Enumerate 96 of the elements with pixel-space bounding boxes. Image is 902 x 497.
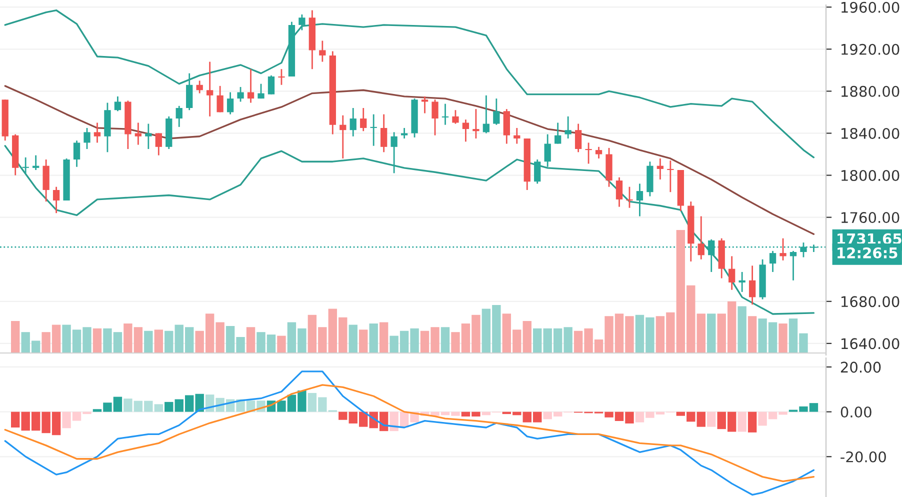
bar — [348, 324, 358, 353]
candlestick — [145, 123, 152, 150]
candlestick — [370, 114, 377, 147]
bar — [707, 412, 716, 427]
candlestick — [114, 96, 122, 112]
bar — [707, 314, 716, 353]
bar — [92, 328, 102, 353]
bar — [338, 412, 348, 420]
bar — [379, 322, 388, 353]
candlestick — [278, 68, 285, 86]
bar — [778, 323, 788, 353]
bar — [748, 412, 757, 432]
candlestick — [626, 186, 633, 209]
bar — [277, 336, 286, 353]
candlestick — [216, 85, 224, 113]
line-series — [4, 370, 815, 496]
candlestick — [595, 146, 602, 160]
bar — [738, 412, 746, 432]
candlestick — [452, 109, 459, 124]
bar — [164, 330, 174, 353]
y-tick-label: 1960.00 — [841, 2, 900, 13]
bar — [369, 323, 378, 353]
line-series — [4, 9, 815, 158]
bar — [522, 321, 532, 353]
candlestick — [514, 127, 520, 144]
y-tick-label: 1760.00 — [841, 212, 900, 224]
candlestick — [52, 186, 60, 214]
candlestick — [636, 182, 644, 217]
candlestick — [84, 127, 90, 150]
bar — [738, 306, 746, 353]
candlestick — [176, 105, 182, 128]
candlestick — [196, 80, 203, 94]
y-tick-label: 1880.00 — [841, 86, 900, 97]
candlestick — [421, 96, 428, 114]
candlestick — [780, 238, 786, 262]
candlestick — [32, 154, 40, 171]
bar — [748, 316, 757, 353]
bar — [440, 327, 450, 353]
candlestick — [360, 107, 367, 132]
candlestick — [400, 127, 408, 140]
candlestick — [472, 108, 480, 140]
candlestick — [94, 122, 101, 144]
bar — [359, 330, 368, 353]
candlestick — [698, 216, 704, 260]
candlestick — [247, 68, 254, 104]
candlestick — [258, 83, 264, 100]
candlestick — [350, 107, 356, 138]
candlestick — [134, 122, 142, 146]
line-series — [4, 85, 815, 235]
y-tick-label: -20.00 — [840, 451, 886, 462]
bar — [144, 330, 153, 353]
bar — [696, 412, 706, 427]
bar — [154, 330, 163, 353]
text: 12:26:5 — [838, 247, 898, 258]
bar — [164, 402, 174, 412]
candlestick — [186, 72, 193, 111]
candlestick — [237, 86, 244, 102]
candlestick — [155, 132, 162, 156]
candlestick — [432, 98, 438, 136]
candlestick — [493, 98, 500, 126]
candlestick — [462, 118, 470, 142]
candlestick — [790, 250, 797, 282]
candlestick — [482, 94, 490, 134]
candlestick — [319, 40, 326, 62]
candlestick — [442, 103, 449, 126]
y-tick-label: 1640.00 — [841, 338, 900, 350]
candlestick — [574, 123, 582, 153]
candlestick — [380, 114, 388, 153]
bar — [246, 327, 256, 353]
candlestick — [616, 176, 623, 208]
candlestick — [564, 116, 572, 140]
candlestick — [728, 256, 736, 291]
candlestick — [73, 140, 80, 168]
candlestick — [769, 250, 776, 273]
bar — [11, 321, 20, 353]
candlestick — [340, 114, 346, 160]
candlestick — [585, 142, 592, 164]
y-tick-label: 0.00 — [840, 406, 872, 418]
candlestick — [22, 156, 29, 174]
candlestick — [226, 92, 234, 116]
bar — [696, 314, 706, 353]
candlestick — [534, 158, 541, 184]
y-tick-label: 1840.00 — [841, 128, 900, 139]
line-series — [4, 384, 815, 482]
candlestick — [268, 74, 275, 96]
candlestick — [656, 158, 664, 180]
y-tick-label: 1920.00 — [841, 44, 900, 55]
y-tick-label: 20.00 — [840, 362, 881, 373]
candlestick — [667, 160, 674, 193]
y-tick-label: 1800.00 — [841, 170, 900, 182]
candlestick — [206, 61, 214, 118]
candlestick — [298, 14, 306, 31]
candlestick — [738, 271, 746, 293]
y-tick-label: 1680.00 — [841, 296, 900, 308]
candlestick — [748, 264, 756, 306]
candlestick — [554, 122, 562, 144]
